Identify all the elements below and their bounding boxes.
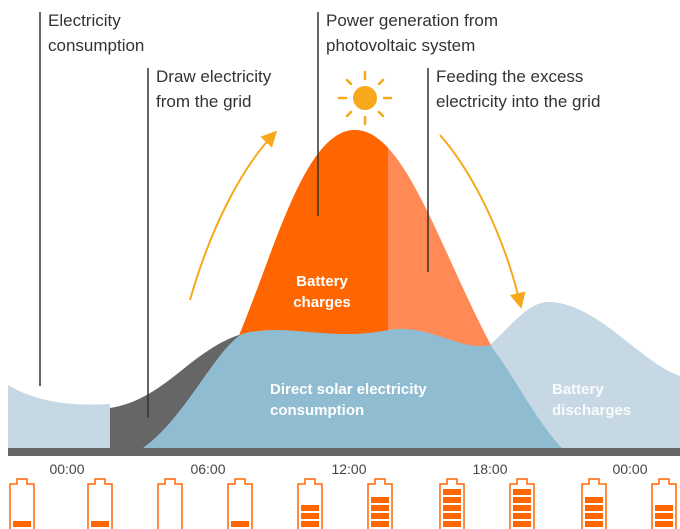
battery-part [301,513,319,519]
battery-part [513,513,531,519]
battery-part [297,478,323,529]
annotation: Electricity [48,11,121,30]
battery-part [585,505,603,511]
time-label: 00:00 [612,461,647,477]
battery-part [301,505,319,511]
time-label: 12:00 [331,461,366,477]
pv-charge-area [238,130,388,344]
battery-part [371,521,389,527]
battery-part [231,521,249,527]
time-label: 00:00 [49,461,84,477]
battery-part [513,505,531,511]
direct-consumption-area [143,328,562,448]
battery-part [585,521,603,527]
region-label: Battery [296,273,348,290]
region-label: discharges [552,402,631,419]
battery-part [443,505,461,511]
consumption-area [8,385,110,448]
battery-part [513,497,531,503]
battery-part [443,513,461,519]
region-label: charges [293,294,351,311]
time-label: 06:00 [190,461,225,477]
battery-part [655,521,673,527]
battery-part [443,489,461,495]
battery-part [585,497,603,503]
annotation: electricity into the grid [436,92,600,111]
annotation: Feeding the excess [436,67,583,86]
battery-row [9,478,677,529]
annotation: from the grid [156,92,251,111]
battery-part [443,497,461,503]
battery-part [371,505,389,511]
pointer-lines [39,12,429,418]
battery-part [585,513,603,519]
battery-part [9,478,35,529]
annotation: photovoltaic system [326,36,475,55]
battery-part [157,478,183,529]
rise-arrow [189,130,278,301]
annotation: Draw electricity [156,67,272,86]
time-axis [8,448,680,456]
battery-part [513,521,531,527]
battery-part [655,505,673,511]
battery-part [513,489,531,495]
battery-part [13,521,31,527]
battery-part [301,521,319,527]
region-label: consumption [270,402,364,419]
battery-part [367,478,393,529]
battery-part [581,478,607,529]
battery-part [439,478,465,529]
annotation: consumption [48,36,144,55]
battery-part [651,478,677,529]
battery-part [371,497,389,503]
annotation: Power generation from [326,11,498,30]
battery-part [227,478,253,529]
battery-part [655,513,673,519]
battery-part [443,521,461,527]
region-label: Battery [552,381,604,398]
region-label: Direct solar electricity [270,381,427,398]
sun [337,70,393,126]
time-label: 18:00 [472,461,507,477]
fall-arrow [439,134,526,309]
battery-part [87,478,113,529]
battery-part [371,513,389,519]
battery-part [509,478,535,529]
battery-part [91,521,109,527]
